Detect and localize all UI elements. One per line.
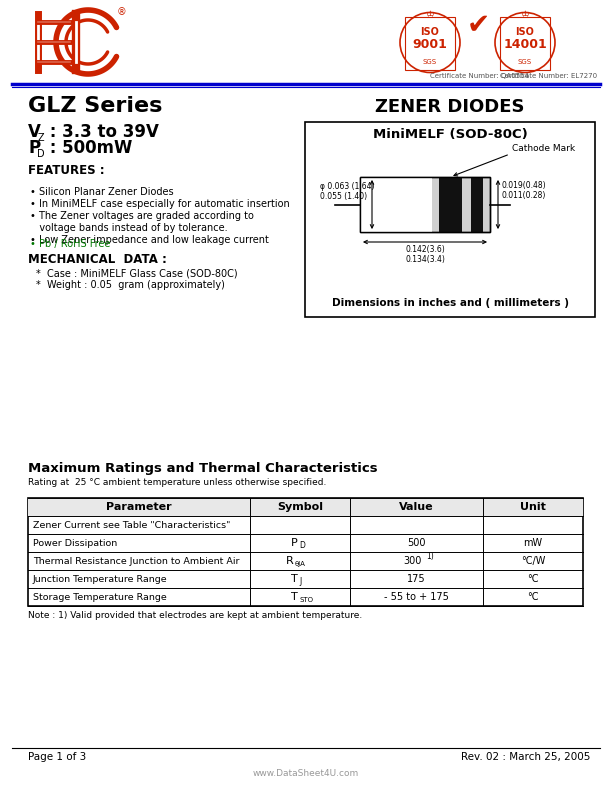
- Text: • Low Zener impedance and low leakage current: • Low Zener impedance and low leakage cu…: [30, 235, 269, 245]
- Text: FEATURES :: FEATURES :: [28, 164, 105, 177]
- Bar: [360, 177, 490, 232]
- Bar: [28, 498, 583, 606]
- Text: T: T: [291, 592, 298, 602]
- Text: Parameter: Parameter: [106, 502, 172, 512]
- Bar: [471, 177, 483, 232]
- Text: www.DataSheet4U.com: www.DataSheet4U.com: [253, 769, 359, 778]
- Text: Maximum Ratings and Thermal Characteristics: Maximum Ratings and Thermal Characterist…: [28, 462, 378, 475]
- Text: SGS: SGS: [518, 59, 532, 65]
- Text: Dimensions in inches and ( millimeters ): Dimensions in inches and ( millimeters ): [332, 298, 569, 308]
- Text: Junction Temperature Range: Junction Temperature Range: [33, 574, 168, 584]
- Text: MECHANICAL  DATA :: MECHANICAL DATA :: [28, 253, 167, 266]
- Text: Value: Value: [399, 502, 434, 512]
- Text: 0.019(0.48)
0.011(0.28): 0.019(0.48) 0.011(0.28): [502, 181, 547, 200]
- Text: SGS: SGS: [423, 59, 437, 65]
- Bar: [439, 177, 462, 232]
- Text: • Silicon Planar Zener Diodes: • Silicon Planar Zener Diodes: [30, 187, 174, 197]
- Text: *  Weight : 0.05  gram (approximately): * Weight : 0.05 gram (approximately): [36, 280, 225, 290]
- Text: ✔: ✔: [466, 11, 490, 39]
- Text: • Pb / RoHS Free: • Pb / RoHS Free: [30, 239, 110, 249]
- Text: STO: STO: [299, 597, 313, 603]
- Text: ISO: ISO: [420, 27, 439, 37]
- Text: 500: 500: [407, 538, 426, 548]
- Text: °C/W: °C/W: [521, 556, 545, 566]
- Text: D: D: [37, 149, 45, 159]
- Bar: [360, 177, 431, 232]
- Text: °C: °C: [528, 592, 539, 602]
- Text: Note : 1) Valid provided that electrodes are kept at ambient temperature.: Note : 1) Valid provided that electrodes…: [28, 611, 362, 620]
- Text: Certificate Number: QA0554: Certificate Number: QA0554: [430, 73, 529, 79]
- Text: Certificate Number: EL7270: Certificate Number: EL7270: [500, 73, 597, 79]
- Text: mW: mW: [523, 538, 543, 548]
- Text: Unit: Unit: [520, 502, 546, 512]
- Bar: [305, 122, 595, 317]
- Text: 1): 1): [427, 553, 435, 562]
- Bar: [405, 17, 455, 70]
- Text: 9001: 9001: [412, 39, 447, 51]
- Text: : 3.3 to 39V: : 3.3 to 39V: [44, 123, 159, 141]
- Text: Symbol: Symbol: [277, 502, 323, 512]
- Text: - 55 to + 175: - 55 to + 175: [384, 592, 449, 602]
- Text: Cathode Mark: Cathode Mark: [512, 144, 575, 153]
- Text: Storage Temperature Range: Storage Temperature Range: [33, 592, 166, 601]
- Text: Thermal Resistance Junction to Ambient Air: Thermal Resistance Junction to Ambient A…: [33, 557, 239, 565]
- Text: °C: °C: [528, 574, 539, 584]
- Text: D: D: [299, 542, 305, 550]
- Text: ♔: ♔: [521, 10, 529, 20]
- Text: 175: 175: [407, 574, 426, 584]
- Text: • The Zener voltages are graded according to: • The Zener voltages are graded accordin…: [30, 211, 254, 221]
- Text: GLZ Series: GLZ Series: [28, 96, 162, 116]
- Text: J: J: [299, 577, 301, 587]
- Bar: [360, 177, 490, 232]
- Text: θJA: θJA: [295, 561, 306, 567]
- Text: ZENER DIODES: ZENER DIODES: [375, 98, 524, 116]
- Text: MiniMELF (SOD-80C): MiniMELF (SOD-80C): [373, 128, 528, 141]
- Text: T: T: [291, 574, 298, 584]
- Text: 14001: 14001: [503, 39, 547, 51]
- Text: • In MiniMELF case especially for automatic insertion: • In MiniMELF case especially for automa…: [30, 199, 289, 209]
- Bar: [28, 498, 583, 516]
- Text: Zener Current see Table "Characteristics": Zener Current see Table "Characteristics…: [33, 520, 230, 530]
- Text: voltage bands instead of by tolerance.: voltage bands instead of by tolerance.: [30, 223, 228, 233]
- Text: Page 1 of 3: Page 1 of 3: [28, 752, 86, 762]
- Text: : 500mW: : 500mW: [44, 139, 132, 157]
- Text: ♔: ♔: [425, 10, 435, 20]
- Text: *  Case : MiniMELF Glass Case (SOD-80C): * Case : MiniMELF Glass Case (SOD-80C): [36, 268, 237, 278]
- Text: ®: ®: [117, 7, 127, 17]
- Text: Power Dissipation: Power Dissipation: [33, 539, 118, 547]
- Text: Rev. 02 : March 25, 2005: Rev. 02 : March 25, 2005: [461, 752, 590, 762]
- Text: φ 0.063 (1.64)
0.055 (1.40): φ 0.063 (1.64) 0.055 (1.40): [320, 182, 375, 201]
- Text: P: P: [291, 538, 298, 548]
- Text: 0.142(3.6)
0.134(3.4): 0.142(3.6) 0.134(3.4): [405, 245, 445, 265]
- Text: V: V: [28, 123, 41, 141]
- Text: R: R: [286, 556, 294, 566]
- Text: 300: 300: [403, 556, 422, 566]
- Text: ISO: ISO: [515, 27, 534, 37]
- Bar: [500, 17, 550, 70]
- Text: Rating at  25 °C ambient temperature unless otherwise specified.: Rating at 25 °C ambient temperature unle…: [28, 478, 326, 487]
- Text: P: P: [28, 139, 40, 157]
- Text: Z: Z: [38, 133, 45, 143]
